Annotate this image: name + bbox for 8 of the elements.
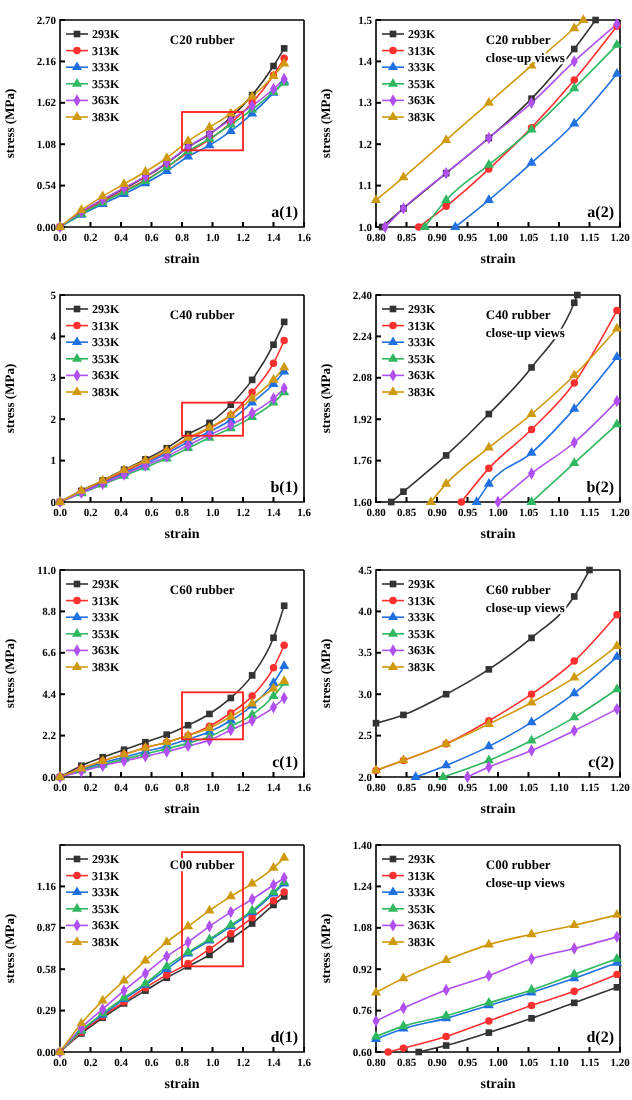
annotation: b(2) [586, 478, 615, 496]
annotation: d(1) [270, 1028, 299, 1046]
annotation: c(2) [588, 753, 615, 771]
annotation: a(2) [587, 203, 615, 221]
annotation: a(1) [271, 203, 299, 221]
annotation: c(1) [272, 753, 299, 771]
annotation: b(1) [270, 478, 299, 496]
annotation: d(2) [586, 1028, 615, 1046]
